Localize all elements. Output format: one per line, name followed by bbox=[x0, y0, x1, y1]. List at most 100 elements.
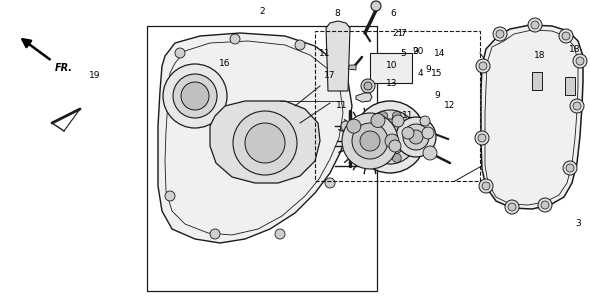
Circle shape bbox=[379, 112, 388, 121]
Text: 2: 2 bbox=[259, 7, 265, 15]
Circle shape bbox=[559, 29, 573, 43]
Circle shape bbox=[541, 201, 549, 209]
Circle shape bbox=[392, 112, 401, 121]
Circle shape bbox=[531, 21, 539, 29]
Circle shape bbox=[295, 40, 305, 50]
Circle shape bbox=[165, 191, 175, 201]
Circle shape bbox=[173, 74, 217, 118]
Text: 12: 12 bbox=[444, 101, 455, 110]
Text: 13: 13 bbox=[386, 79, 398, 88]
Circle shape bbox=[538, 198, 552, 212]
Circle shape bbox=[371, 1, 381, 11]
Text: 3: 3 bbox=[575, 219, 581, 228]
Polygon shape bbox=[481, 25, 583, 209]
Text: 15: 15 bbox=[431, 69, 442, 77]
Text: 14: 14 bbox=[434, 48, 445, 57]
Text: 19: 19 bbox=[89, 72, 101, 80]
Text: 7: 7 bbox=[400, 29, 406, 38]
Text: 17: 17 bbox=[324, 72, 336, 80]
Circle shape bbox=[245, 123, 285, 163]
Polygon shape bbox=[356, 93, 372, 102]
Polygon shape bbox=[348, 65, 356, 70]
Text: FR.: FR. bbox=[55, 63, 73, 73]
Circle shape bbox=[372, 119, 408, 155]
Circle shape bbox=[335, 66, 345, 76]
Circle shape bbox=[404, 119, 412, 129]
Circle shape bbox=[404, 145, 412, 154]
Circle shape bbox=[476, 59, 490, 73]
Polygon shape bbox=[158, 33, 352, 243]
Circle shape bbox=[354, 101, 426, 173]
Circle shape bbox=[562, 32, 570, 40]
Circle shape bbox=[233, 111, 297, 175]
Circle shape bbox=[230, 34, 240, 44]
Circle shape bbox=[363, 110, 417, 164]
Circle shape bbox=[342, 113, 398, 169]
Bar bbox=[315, 31, 480, 181]
Text: 5: 5 bbox=[400, 48, 406, 57]
Circle shape bbox=[341, 121, 351, 131]
Circle shape bbox=[570, 99, 584, 113]
Circle shape bbox=[479, 179, 493, 193]
Circle shape bbox=[210, 229, 220, 239]
Circle shape bbox=[163, 64, 227, 128]
Circle shape bbox=[508, 203, 516, 211]
Circle shape bbox=[402, 127, 414, 139]
Bar bbox=[147, 26, 377, 291]
Text: 11: 11 bbox=[336, 101, 348, 110]
Circle shape bbox=[368, 145, 376, 154]
Circle shape bbox=[493, 27, 507, 41]
Circle shape bbox=[347, 119, 360, 133]
Circle shape bbox=[478, 134, 486, 142]
Text: 18: 18 bbox=[569, 45, 581, 54]
Text: 6: 6 bbox=[390, 10, 396, 18]
Circle shape bbox=[396, 117, 436, 157]
Circle shape bbox=[563, 161, 577, 175]
Text: 9: 9 bbox=[412, 46, 418, 55]
Text: 21: 21 bbox=[392, 29, 404, 38]
Text: 11: 11 bbox=[402, 111, 414, 120]
Circle shape bbox=[408, 132, 417, 141]
Circle shape bbox=[528, 18, 542, 32]
Circle shape bbox=[181, 82, 209, 110]
Circle shape bbox=[566, 164, 574, 172]
Circle shape bbox=[361, 79, 375, 93]
Polygon shape bbox=[326, 21, 350, 91]
Circle shape bbox=[475, 131, 489, 145]
Circle shape bbox=[363, 132, 372, 141]
Circle shape bbox=[389, 140, 401, 152]
Circle shape bbox=[364, 82, 372, 90]
Circle shape bbox=[385, 134, 399, 148]
Text: 9: 9 bbox=[434, 92, 440, 101]
Circle shape bbox=[392, 115, 404, 127]
Circle shape bbox=[403, 124, 429, 150]
Circle shape bbox=[360, 131, 380, 151]
Circle shape bbox=[379, 154, 388, 163]
Bar bbox=[370, 53, 412, 83]
Circle shape bbox=[420, 116, 430, 126]
Circle shape bbox=[482, 182, 490, 190]
Circle shape bbox=[368, 119, 376, 129]
Text: 11: 11 bbox=[319, 48, 331, 57]
Polygon shape bbox=[210, 101, 320, 183]
Circle shape bbox=[371, 113, 385, 128]
Circle shape bbox=[573, 102, 581, 110]
Circle shape bbox=[573, 54, 587, 68]
Polygon shape bbox=[532, 72, 542, 90]
Text: 8: 8 bbox=[334, 8, 340, 17]
Circle shape bbox=[479, 62, 487, 70]
Text: 10: 10 bbox=[386, 61, 398, 70]
Circle shape bbox=[175, 48, 185, 58]
Circle shape bbox=[496, 30, 504, 38]
Circle shape bbox=[576, 57, 584, 65]
Text: 9: 9 bbox=[425, 64, 431, 73]
Text: 18: 18 bbox=[535, 51, 546, 61]
Polygon shape bbox=[565, 77, 575, 95]
Text: 20: 20 bbox=[412, 46, 424, 55]
Circle shape bbox=[423, 146, 437, 160]
Circle shape bbox=[275, 229, 285, 239]
Text: 16: 16 bbox=[219, 58, 231, 67]
Circle shape bbox=[325, 178, 335, 188]
Circle shape bbox=[409, 130, 423, 144]
Text: 4: 4 bbox=[417, 69, 423, 77]
